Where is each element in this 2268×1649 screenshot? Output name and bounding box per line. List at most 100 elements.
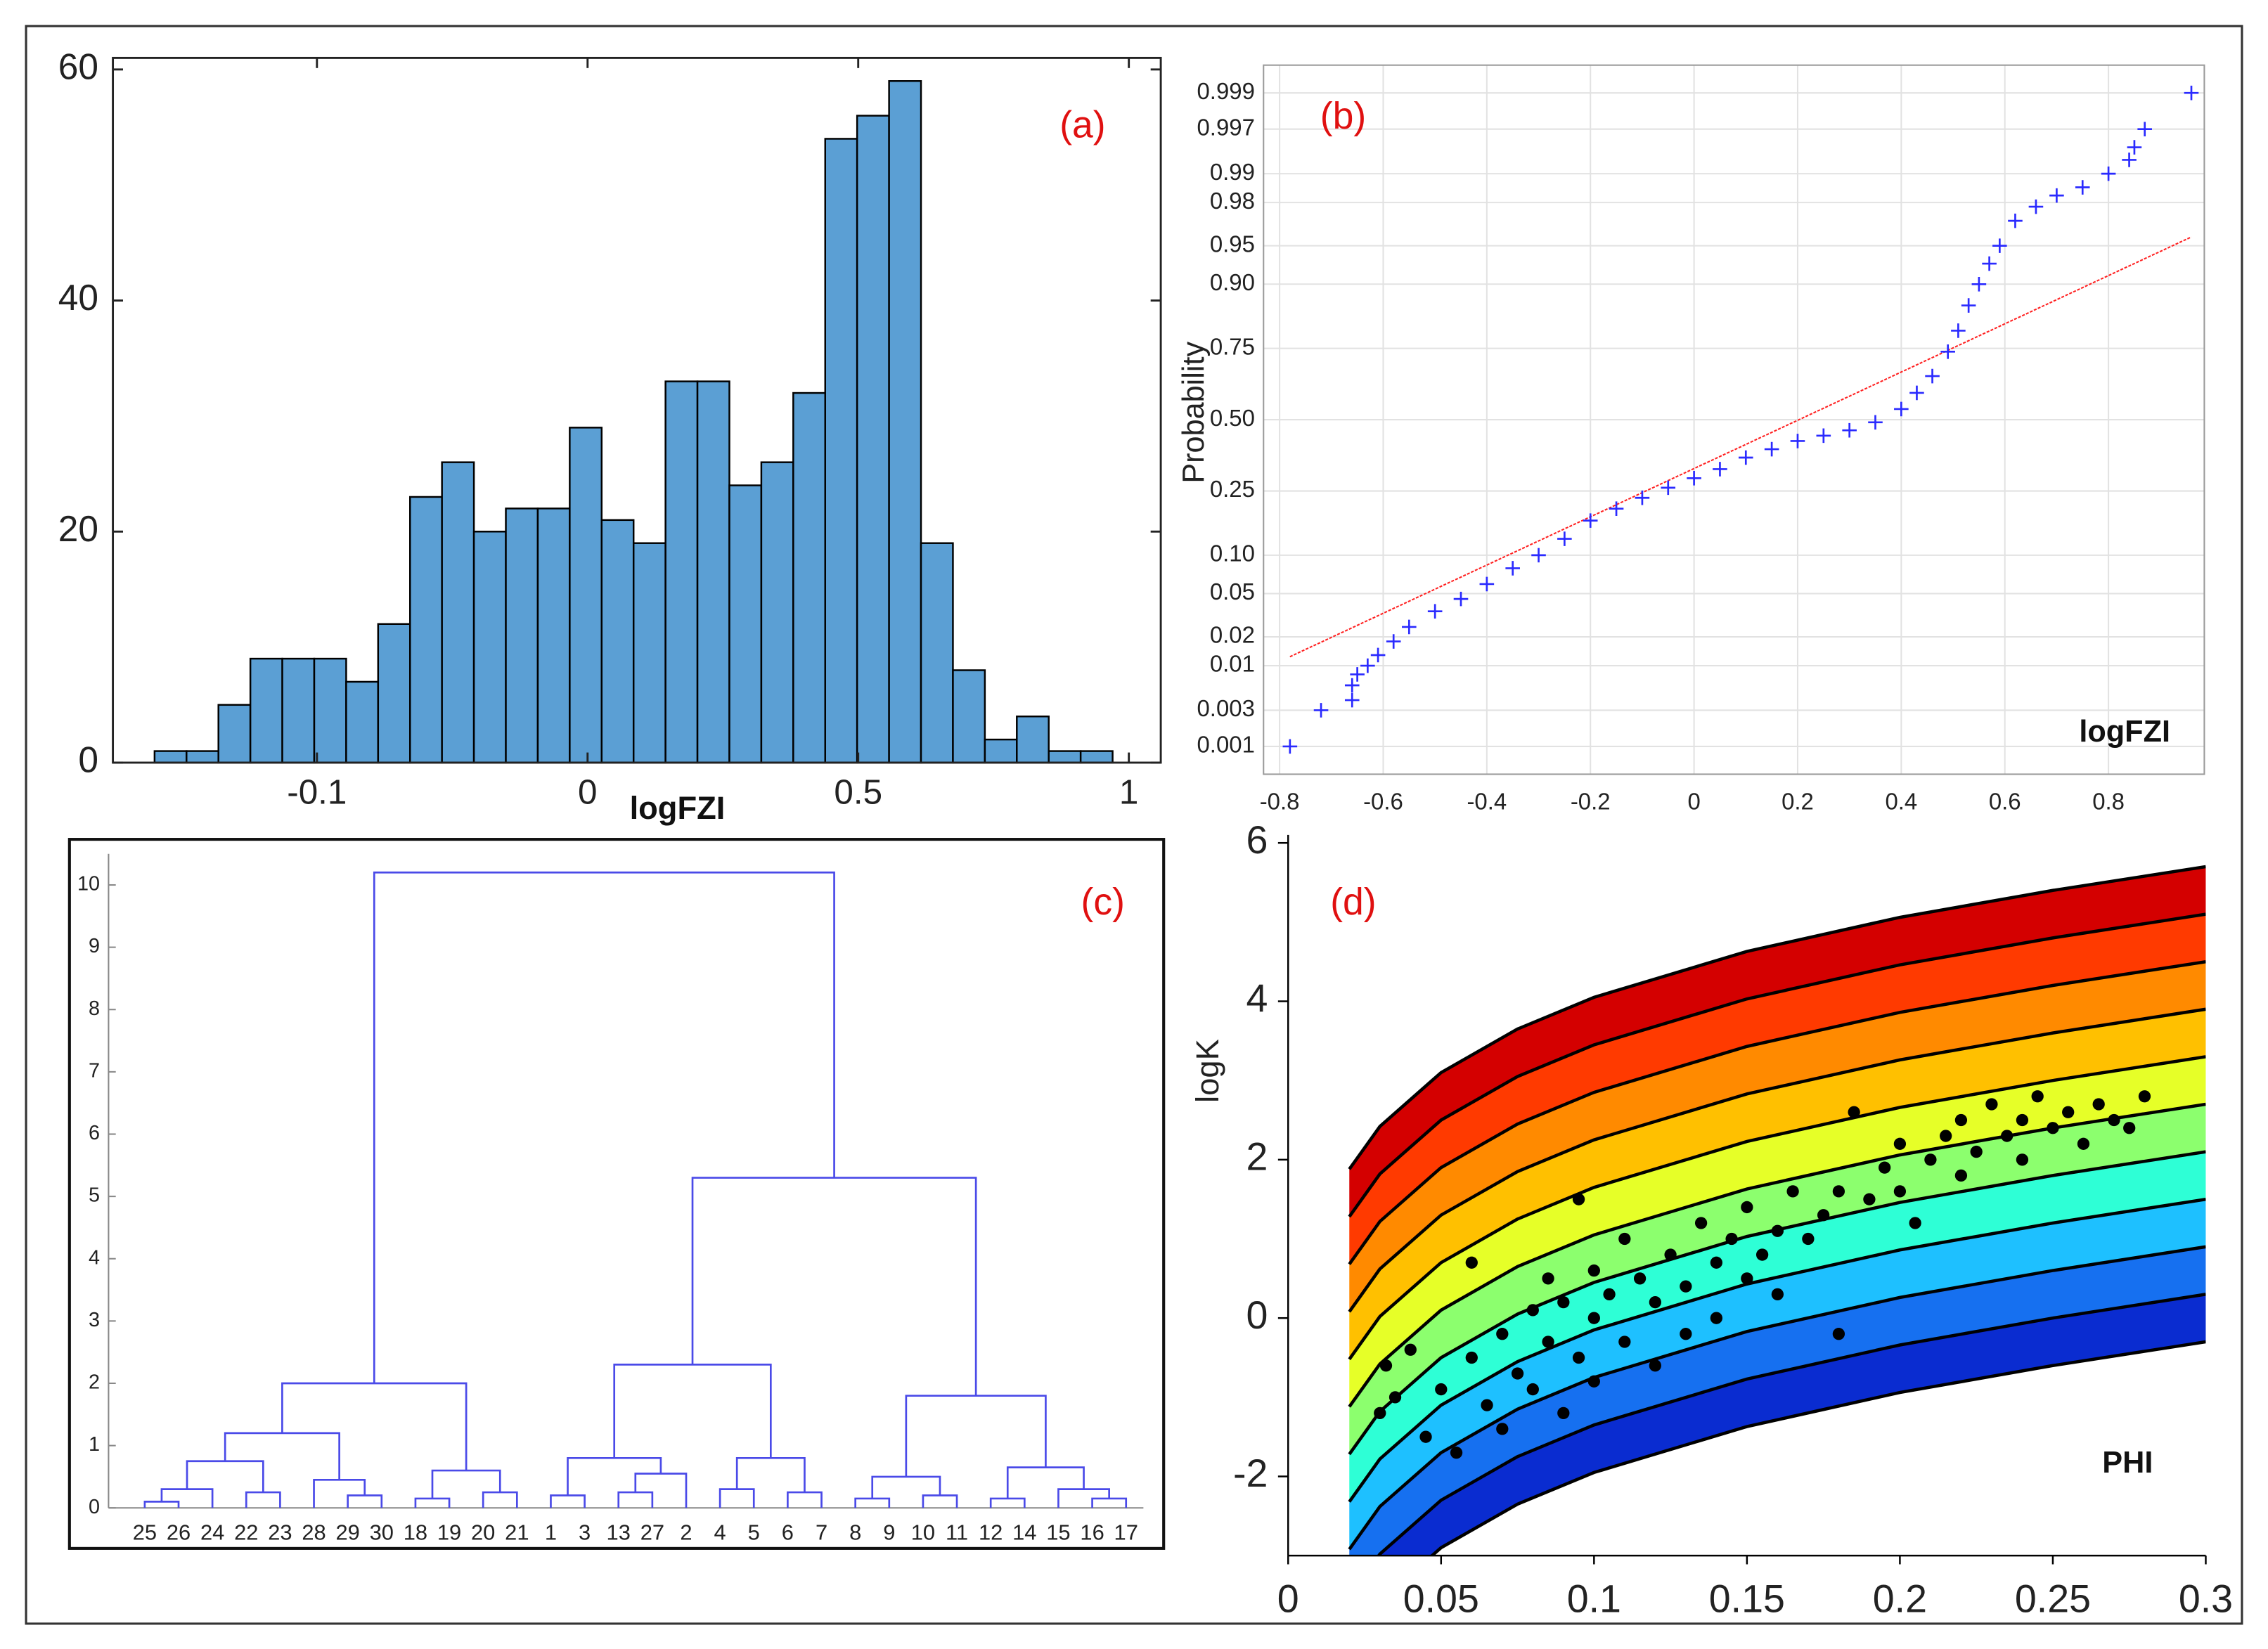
y-tick-label: 0.50 bbox=[1210, 405, 1255, 431]
data-point bbox=[2008, 213, 2023, 228]
y-tick-label: 6 bbox=[1246, 818, 1268, 862]
data-point bbox=[1680, 1280, 1692, 1293]
data-point bbox=[1992, 238, 2007, 253]
y-tick-label: 0 bbox=[1246, 1293, 1268, 1337]
data-point bbox=[1618, 1336, 1631, 1348]
bar bbox=[600, 519, 635, 764]
data-point bbox=[1725, 1232, 1738, 1246]
data-point bbox=[1453, 591, 1469, 607]
x-tick-label: 0.2 bbox=[1781, 788, 1814, 814]
x-tick-label: -0.6 bbox=[1363, 788, 1403, 814]
x-tick-label: 0.4 bbox=[1885, 788, 1917, 814]
data-point bbox=[2137, 122, 2152, 137]
permeability-band bbox=[1349, 866, 2206, 1217]
data-point bbox=[1764, 441, 1779, 457]
bar bbox=[792, 392, 826, 764]
data-point bbox=[1649, 1295, 1661, 1309]
bar bbox=[888, 80, 922, 764]
leaf-label: 19 bbox=[437, 1520, 461, 1544]
data-point bbox=[2122, 153, 2137, 167]
leaf-label: 1 bbox=[545, 1520, 557, 1544]
y-tick-label: 0.95 bbox=[1210, 231, 1255, 257]
bar bbox=[920, 542, 954, 764]
data-point bbox=[1531, 548, 1546, 563]
y-tick-label: 0.99 bbox=[1210, 159, 1255, 185]
data-point bbox=[1842, 422, 1857, 438]
data-point bbox=[1360, 658, 1375, 673]
bar bbox=[696, 380, 730, 764]
x-tick-label: 0.5 bbox=[834, 772, 882, 811]
dendrogram-link bbox=[281, 1382, 468, 1471]
data-point bbox=[1386, 634, 1401, 649]
dendrogram-link bbox=[735, 1456, 806, 1493]
annotation: logFZI bbox=[2079, 715, 2170, 749]
data-point bbox=[2108, 1113, 2120, 1127]
data-point bbox=[1985, 1098, 1998, 1111]
y-tick-label: 4 bbox=[89, 1246, 100, 1269]
data-point bbox=[1465, 1256, 1478, 1269]
data-point bbox=[2028, 199, 2044, 214]
y-tick-label: 3 bbox=[89, 1309, 100, 1331]
leaf-label: 17 bbox=[1114, 1520, 1138, 1544]
leaf-label: 4 bbox=[714, 1520, 726, 1544]
annotation: PHI bbox=[2102, 1446, 2153, 1480]
bar bbox=[1079, 750, 1114, 764]
data-point bbox=[1404, 1343, 1417, 1356]
data-point bbox=[1664, 1248, 1677, 1261]
dendrogram-link bbox=[186, 1460, 264, 1493]
data-point bbox=[1402, 619, 1417, 635]
permeability-band bbox=[1349, 1151, 2206, 1502]
leaf-label: 24 bbox=[200, 1520, 224, 1544]
dendrogram-link bbox=[347, 1494, 383, 1508]
data-point bbox=[1710, 1256, 1723, 1269]
x-tick-label: 0.25 bbox=[2015, 1577, 2091, 1621]
x-tick-label: 0.15 bbox=[1709, 1577, 1785, 1621]
leaf-label: 9 bbox=[883, 1520, 895, 1544]
bar bbox=[313, 657, 347, 764]
y-tick-label: 40 bbox=[58, 277, 98, 318]
leaf-label: 21 bbox=[505, 1520, 529, 1544]
data-point bbox=[1961, 298, 1976, 313]
data-point bbox=[1542, 1272, 1554, 1285]
y-tick-label: 10 bbox=[77, 873, 100, 895]
y-tick-label: 0.05 bbox=[1210, 578, 1255, 604]
data-point bbox=[1496, 1423, 1509, 1435]
bar bbox=[345, 680, 380, 764]
data-point bbox=[1832, 1328, 1845, 1340]
leaf-label: 18 bbox=[404, 1520, 427, 1544]
boundary-curve bbox=[1348, 1007, 2206, 1313]
dendrogram-link bbox=[550, 1494, 586, 1508]
dendrogram-link bbox=[313, 1479, 366, 1508]
data-point bbox=[1982, 256, 1997, 271]
data-point bbox=[1940, 1130, 1952, 1142]
bar bbox=[505, 507, 539, 764]
data-point bbox=[1344, 692, 1360, 708]
leaf-label: 14 bbox=[1012, 1520, 1036, 1544]
data-point bbox=[1832, 1185, 1845, 1198]
data-point bbox=[1868, 415, 1883, 430]
data-point bbox=[1583, 513, 1598, 528]
x-tick-label: 0.05 bbox=[1403, 1577, 1479, 1621]
bar bbox=[281, 657, 316, 764]
data-point bbox=[1694, 1217, 1708, 1229]
permeability-band bbox=[1379, 1294, 2206, 1556]
dendrogram-link bbox=[1091, 1497, 1128, 1508]
data-point bbox=[1635, 490, 1650, 505]
data-point bbox=[1680, 1328, 1692, 1340]
panel-label: (d) bbox=[1330, 881, 1376, 923]
bar bbox=[472, 531, 507, 764]
y-tick-label: 0.10 bbox=[1210, 541, 1255, 567]
data-point bbox=[2001, 1130, 2014, 1142]
data-point bbox=[1924, 1153, 1937, 1166]
x-tick-label: 0.6 bbox=[1989, 788, 2021, 814]
x-tick-label: 0.2 bbox=[1873, 1577, 1927, 1621]
data-point bbox=[2062, 1106, 2075, 1118]
data-point bbox=[2047, 1122, 2059, 1134]
dendrogram-link bbox=[431, 1469, 501, 1499]
panel-frame bbox=[67, 838, 1166, 1550]
x-tick-label: 0.1 bbox=[1567, 1577, 1621, 1621]
y-tick-label: 0.003 bbox=[1197, 695, 1255, 721]
data-point bbox=[1572, 1193, 1585, 1205]
dendrogram-link bbox=[719, 1488, 755, 1508]
x-tick-label: -0.4 bbox=[1467, 788, 1507, 814]
